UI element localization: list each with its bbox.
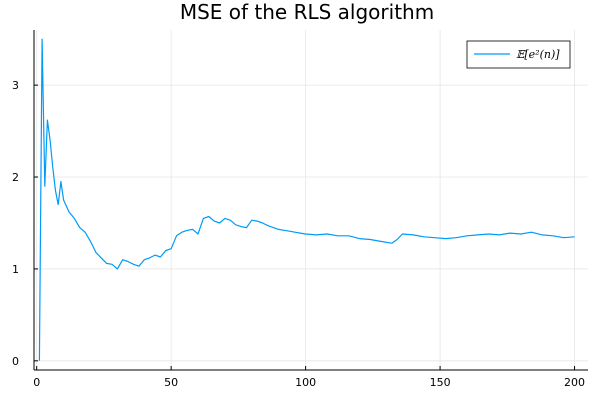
x-tick-label: 50: [164, 376, 178, 389]
legend: 𝔼[e²(n)]: [466, 40, 571, 69]
y-tick-label: 3: [12, 79, 19, 92]
x-tick-label: 100: [295, 376, 316, 389]
legend-label: 𝔼[e²(n)]: [516, 48, 560, 61]
y-tick-label: 2: [12, 171, 19, 184]
axis-layer: [33, 30, 588, 371]
series-line-mse: [38, 38, 575, 361]
y-tick-label: 0: [12, 355, 19, 368]
grid-layer: [34, 30, 588, 370]
x-tick-label: 150: [430, 376, 451, 389]
chart-title: MSE of the RLS algorithm: [180, 0, 434, 24]
series-layer: [38, 38, 575, 361]
x-tick-label: 200: [564, 376, 585, 389]
tick-layer: 0 50 100 150 200 0 1 2 3: [12, 79, 585, 389]
x-tick-label: 0: [33, 376, 40, 389]
y-tick-label: 1: [12, 263, 19, 276]
